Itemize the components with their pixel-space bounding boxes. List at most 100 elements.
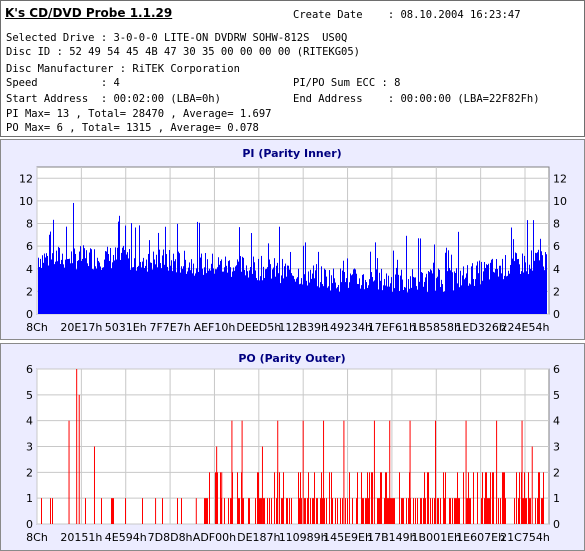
po-bar <box>437 498 438 524</box>
po-bar <box>162 498 163 524</box>
pi-bar <box>422 272 423 314</box>
pi-bar <box>61 259 62 314</box>
pi-bar <box>523 272 524 314</box>
pi-bar <box>383 285 384 314</box>
pi-bar <box>123 245 124 314</box>
pi-bar <box>120 259 121 314</box>
po-bar <box>269 498 270 524</box>
pi-bar <box>55 261 56 314</box>
po-bar <box>230 498 231 524</box>
pi-bar <box>446 247 447 314</box>
pi-bar <box>250 267 251 314</box>
pi-bar <box>69 258 70 314</box>
pi-bar <box>280 283 281 314</box>
pi-bar <box>128 258 129 314</box>
pi-bar <box>342 270 343 314</box>
po-bar <box>177 498 178 524</box>
pi-bar <box>457 283 458 314</box>
pi-bar <box>189 262 190 314</box>
pi-bar <box>240 256 241 314</box>
po-bar <box>286 498 287 524</box>
pi-bar <box>403 289 404 314</box>
po-bar <box>458 498 459 524</box>
po-bar <box>283 472 284 524</box>
pi-bar <box>463 266 464 314</box>
pi-bar <box>59 247 60 314</box>
po-bar <box>467 498 468 524</box>
pi-bar <box>184 250 185 314</box>
pi-bar <box>207 259 208 314</box>
pi-bar <box>210 270 211 314</box>
po-x-tick-label: 110989h <box>279 531 328 544</box>
pi-chart: PI (Parity Inner) 0 2 4 6 8 10 12 0 2 4 6 8 10 12 8C… <box>19 147 567 334</box>
po-bar <box>313 498 314 524</box>
pi-bar <box>253 256 254 314</box>
po-spike <box>195 498 197 524</box>
po-bar <box>142 498 143 524</box>
po-bar <box>366 498 367 524</box>
po-bar <box>427 472 428 524</box>
po-spike <box>496 420 498 524</box>
pi-bar <box>333 268 334 314</box>
pi-bar <box>157 267 158 314</box>
pi-bar <box>100 266 101 314</box>
pi-bar <box>84 248 85 314</box>
po-y-tick-label: 5 <box>26 389 33 402</box>
pi-bar <box>509 273 510 314</box>
pi-bar <box>167 266 168 314</box>
po-spike <box>323 420 325 524</box>
po-bar <box>289 498 290 524</box>
pi-bar <box>495 268 496 314</box>
pi-bar <box>382 290 383 314</box>
pi-bar <box>362 274 363 314</box>
po-bar <box>535 498 536 524</box>
pi-bar <box>165 226 166 314</box>
pi-bar <box>261 255 262 314</box>
po-bar <box>307 498 308 524</box>
pi-bar <box>314 278 315 314</box>
po-bar <box>349 472 350 524</box>
pi-bar <box>358 284 359 314</box>
po-bar <box>505 498 506 524</box>
pi-bar <box>482 280 483 314</box>
pi-bar <box>182 268 183 314</box>
pi-bar <box>355 269 356 314</box>
pi-bar <box>190 270 191 314</box>
pi-bar <box>364 289 365 314</box>
pi-bar <box>82 258 83 314</box>
pi-bar <box>291 273 292 314</box>
po-bar <box>357 472 358 524</box>
po-bar <box>463 472 464 524</box>
pi-bar <box>151 262 152 314</box>
po-bar <box>484 498 485 524</box>
po-bar <box>282 498 283 524</box>
po-y-tick-label: 0 <box>26 518 33 531</box>
disc-info-panel: K's CD/DVD Probe 1.1.29 Create Date : 08… <box>0 0 585 137</box>
pi-bar <box>287 265 288 314</box>
pi-bar <box>326 276 327 314</box>
pi-bar <box>392 291 393 314</box>
pi-bar <box>186 273 187 314</box>
pi-bar <box>239 227 240 314</box>
pi-bar <box>155 264 156 314</box>
po-bar <box>238 498 239 524</box>
pi-bar <box>244 269 245 314</box>
pi-bar <box>105 251 106 314</box>
pi-y-tick-label: 2 <box>553 285 560 298</box>
po-bar <box>391 498 392 524</box>
pi-bar <box>539 260 540 314</box>
po-bar <box>261 498 262 524</box>
pi-bar <box>114 260 115 314</box>
po-bar <box>365 498 366 524</box>
pi-bar <box>465 277 466 314</box>
po-bar <box>305 498 306 524</box>
po-y-tick-label: 1 <box>553 492 560 505</box>
po-bar <box>356 498 357 524</box>
po-bar <box>406 498 407 524</box>
pi-y-tick-label: 0 <box>553 308 560 321</box>
po-bar <box>50 498 51 524</box>
pi-bar <box>387 286 388 314</box>
po-bar <box>469 498 470 524</box>
pi-bar <box>268 243 269 314</box>
pi-bar <box>496 259 497 314</box>
